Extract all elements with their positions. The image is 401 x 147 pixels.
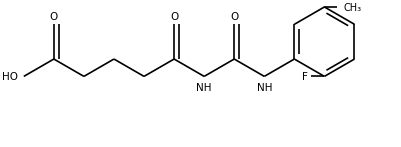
Text: NH: NH xyxy=(196,83,212,93)
Text: NH: NH xyxy=(257,83,272,93)
Text: CH₃: CH₃ xyxy=(344,3,362,13)
Text: O: O xyxy=(230,12,238,22)
Text: HO: HO xyxy=(2,72,18,82)
Text: F: F xyxy=(302,72,308,82)
Text: O: O xyxy=(50,12,58,22)
Text: O: O xyxy=(170,12,178,22)
